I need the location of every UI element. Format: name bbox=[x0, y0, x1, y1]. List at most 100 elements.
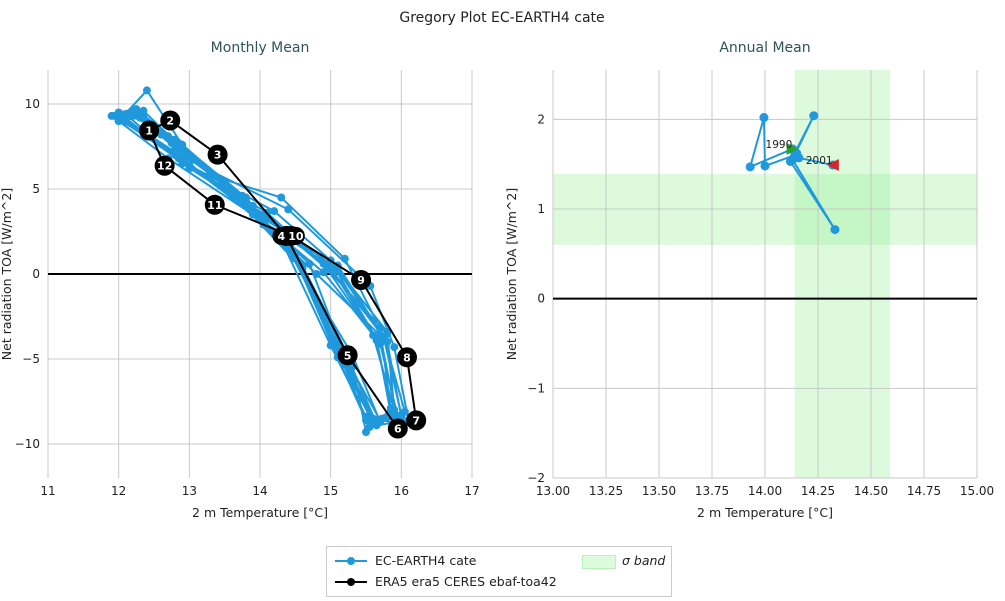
model-monthly-point bbox=[220, 181, 229, 190]
plot2-x-tick-label: 15.00 bbox=[960, 484, 994, 498]
obs-month-label: 5 bbox=[344, 349, 352, 362]
plot1-x-tick-label: 17 bbox=[464, 484, 479, 498]
plot1-y-tick-label: −10 bbox=[15, 437, 40, 451]
model-annual-point bbox=[745, 162, 755, 172]
model-annual-point bbox=[760, 161, 770, 171]
model-monthly-point bbox=[379, 332, 388, 341]
plot2-y-tick-label: 2 bbox=[537, 112, 545, 126]
obs-monthly-point bbox=[406, 410, 427, 431]
model-monthly-point bbox=[114, 113, 123, 122]
plot1-x-axis-label: 2 m Temperature [°C] bbox=[192, 505, 328, 520]
model-monthly-point bbox=[326, 264, 335, 273]
legend: EC-EARTH4 cate ERA5 era5 CERES ebaf-toa4… bbox=[326, 546, 672, 597]
model-monthly-point bbox=[340, 254, 349, 263]
model-monthly-point bbox=[284, 244, 293, 253]
plot2-x-tick-label: 14.75 bbox=[907, 484, 941, 498]
model-monthly-point bbox=[174, 154, 183, 163]
model-monthly-point bbox=[390, 343, 399, 352]
model-monthly-point bbox=[135, 108, 144, 117]
obs-month-label: 7 bbox=[412, 414, 420, 427]
legend-item-band: σ band bbox=[582, 553, 666, 569]
obs-monthly-point bbox=[154, 155, 175, 176]
model-monthly-point bbox=[319, 268, 328, 277]
plot2-y-tick-label: −1 bbox=[527, 381, 545, 395]
plot2-y-axis-label: Net radiation TOA [W/m^2] bbox=[504, 188, 519, 360]
obs-month-label: 12 bbox=[157, 160, 172, 173]
plot2-y-tick-label: −2 bbox=[527, 471, 545, 485]
model-monthly-point bbox=[372, 334, 381, 343]
model-monthly-point bbox=[248, 210, 257, 219]
legend-item-model: EC-EARTH4 cate bbox=[335, 553, 476, 568]
model-monthly-point bbox=[142, 86, 151, 95]
obs-month-label: 3 bbox=[214, 149, 222, 162]
obs-month-label: 10 bbox=[288, 230, 304, 243]
start-year-marker bbox=[786, 142, 799, 155]
obs-monthly-point bbox=[396, 347, 417, 368]
obs-monthly-label-backing bbox=[286, 226, 305, 245]
plot2-sigma-band-x bbox=[794, 70, 891, 478]
model-monthly-point bbox=[185, 161, 194, 170]
plot2-x-tick-label: 14.50 bbox=[854, 484, 888, 498]
obs-monthly-point bbox=[387, 418, 408, 439]
model-monthly-point bbox=[362, 416, 370, 425]
obs-monthly-point bbox=[207, 144, 228, 165]
model-monthly-point bbox=[164, 132, 173, 141]
model-monthly-point bbox=[234, 191, 243, 200]
legend-swatch-obs bbox=[335, 575, 367, 589]
plot1-x-tick-label: 14 bbox=[252, 484, 267, 498]
plot2-x-tick-label: 13.00 bbox=[536, 484, 570, 498]
obs-monthly-point bbox=[139, 120, 160, 141]
model-monthly-point bbox=[326, 341, 335, 350]
legend-swatch-model bbox=[335, 554, 367, 568]
plot1-x-tick-label: 16 bbox=[394, 484, 409, 498]
figure-title: Gregory Plot EC-EARTH4 cate bbox=[399, 10, 604, 26]
plot1-title: Monthly Mean bbox=[211, 40, 310, 56]
model-monthly-point bbox=[248, 202, 257, 210]
legend-swatch-band bbox=[582, 554, 616, 569]
plot1-x-tick-label: 11 bbox=[40, 484, 55, 498]
obs-month-label: 8 bbox=[403, 351, 411, 364]
obs-month-label: 6 bbox=[394, 423, 402, 436]
plot1-y-tick-label: −5 bbox=[22, 352, 40, 366]
plot2-x-tick-label: 13.75 bbox=[695, 484, 729, 498]
model-monthly-point bbox=[372, 419, 381, 428]
plot1-x-tick-label: 13 bbox=[182, 484, 197, 498]
obs-month-label: 11 bbox=[207, 199, 222, 212]
model-monthly-point bbox=[277, 193, 286, 202]
obs-month-label: 2 bbox=[166, 114, 174, 127]
legend-label-obs: ERA5 era5 CERES ebaf-toa42 bbox=[375, 574, 557, 589]
plot2-x-tick-label: 14.25 bbox=[801, 484, 835, 498]
obs-month-label: 4 bbox=[278, 230, 286, 243]
obs-monthly-point bbox=[204, 194, 225, 215]
plot1-x-tick-label: 12 bbox=[111, 484, 126, 498]
end-year-label: 2001 bbox=[806, 155, 833, 167]
plot1-y-axis-label: Net radiation TOA [W/m^2] bbox=[0, 188, 14, 360]
model-monthly-point bbox=[270, 207, 279, 216]
model-monthly-point bbox=[157, 130, 166, 139]
legend-item-obs: ERA5 era5 CERES ebaf-toa42 bbox=[335, 574, 557, 589]
plot2-x-axis-label: 2 m Temperature [°C] bbox=[697, 505, 833, 520]
plot2-x-tick-label: 13.25 bbox=[589, 484, 623, 498]
model-monthly-point bbox=[376, 324, 385, 333]
obs-month-label: 1 bbox=[145, 125, 153, 138]
plot1-x-tick-label: 15 bbox=[323, 484, 338, 498]
model-monthly-point bbox=[312, 270, 321, 278]
obs-monthly-point bbox=[351, 269, 372, 290]
model-annual-point bbox=[759, 113, 769, 123]
obs-monthly-point bbox=[337, 345, 358, 366]
plot2-y-tick-label: 1 bbox=[537, 202, 545, 216]
obs-month-label: 9 bbox=[357, 274, 365, 287]
model-monthly-point bbox=[171, 135, 180, 144]
model-annual-point bbox=[794, 153, 804, 163]
legend-label-band: σ band bbox=[622, 553, 666, 568]
model-monthly-point bbox=[397, 411, 406, 420]
end-year-marker bbox=[826, 159, 839, 172]
model-monthly-point bbox=[284, 205, 293, 214]
plot2-x-tick-label: 13.50 bbox=[642, 484, 676, 498]
obs-monthly-point bbox=[160, 110, 181, 131]
model-monthly-point bbox=[305, 259, 314, 268]
start-year-label: 1990 bbox=[766, 139, 793, 151]
plot2-title: Annual Mean bbox=[719, 40, 810, 56]
plot1-y-tick-label: 0 bbox=[32, 267, 40, 281]
